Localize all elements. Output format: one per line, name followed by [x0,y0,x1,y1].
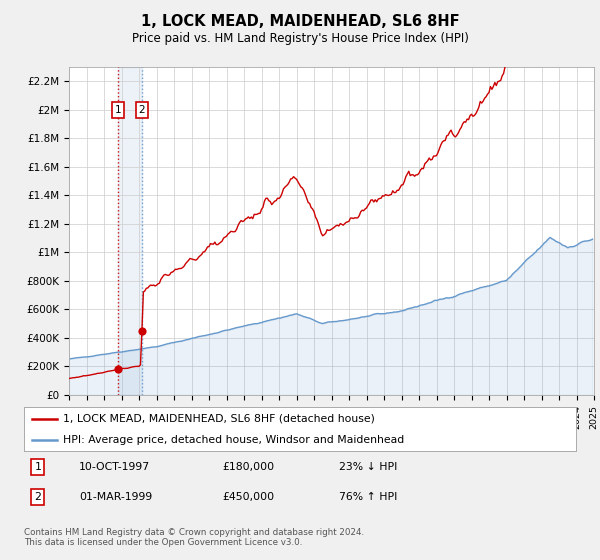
Text: 1, LOCK MEAD, MAIDENHEAD, SL6 8HF (detached house): 1, LOCK MEAD, MAIDENHEAD, SL6 8HF (detac… [62,414,374,424]
Point [113,365,122,374]
Text: 23% ↓ HPI: 23% ↓ HPI [338,461,397,472]
Text: Price paid vs. HM Land Registry's House Price Index (HPI): Price paid vs. HM Land Registry's House … [131,32,469,45]
Point [137,326,147,335]
Text: 2: 2 [139,105,145,115]
Bar [118,67,142,395]
Text: 1: 1 [34,461,41,472]
Text: £180,000: £180,000 [223,461,275,472]
Text: 1, LOCK MEAD, MAIDENHEAD, SL6 8HF: 1, LOCK MEAD, MAIDENHEAD, SL6 8HF [140,14,460,29]
Text: 76% ↑ HPI: 76% ↑ HPI [338,492,397,502]
Text: £450,000: £450,000 [223,492,275,502]
Text: HPI: Average price, detached house, Windsor and Maidenhead: HPI: Average price, detached house, Wind… [62,435,404,445]
Text: 1: 1 [115,105,121,115]
Text: 01-MAR-1999: 01-MAR-1999 [79,492,152,502]
Text: Contains HM Land Registry data © Crown copyright and database right 2024.
This d: Contains HM Land Registry data © Crown c… [24,528,364,547]
Text: 2: 2 [34,492,41,502]
Text: 10-OCT-1997: 10-OCT-1997 [79,461,151,472]
